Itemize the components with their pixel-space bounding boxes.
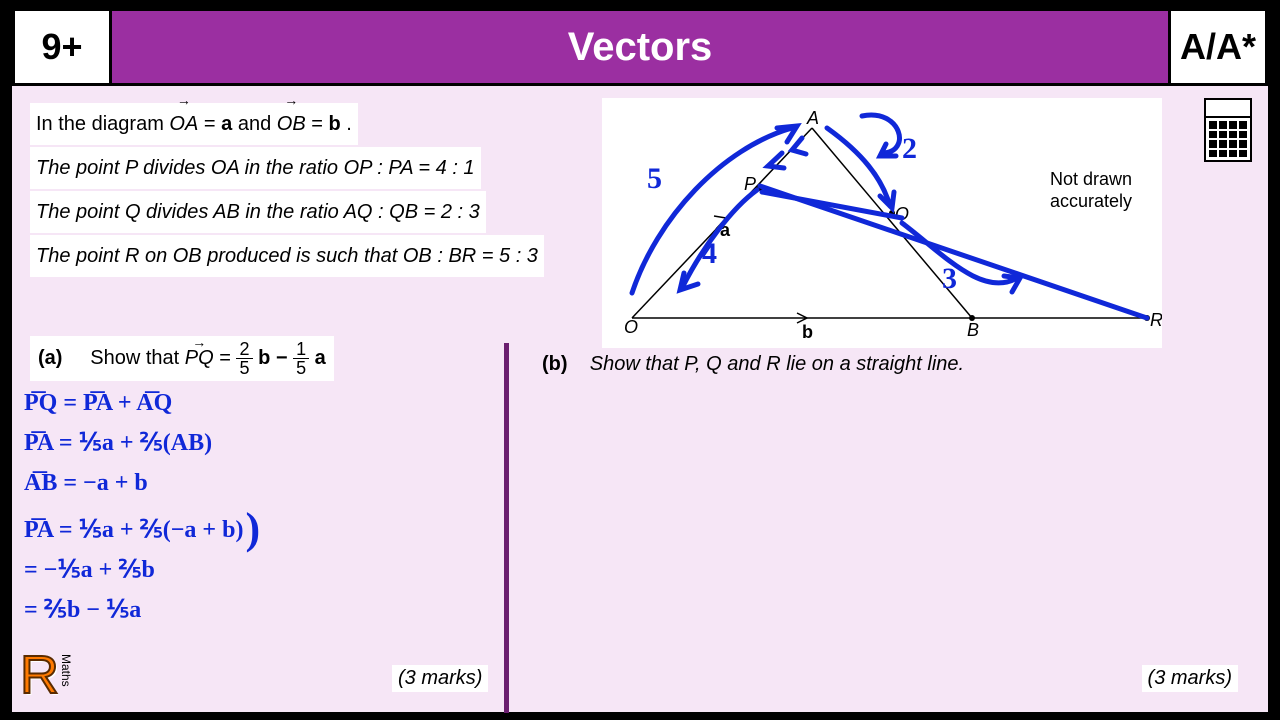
hand-row-5: = −⅕a + ⅖b [24,550,494,590]
problem-line-4: The point R on OB produced is such that … [30,235,544,277]
svg-text:B: B [967,320,979,340]
part-a-label: (a) [38,347,62,369]
hand-row-6: = ⅖b − ⅕a [24,590,494,630]
text: . [346,113,352,135]
part-b-text: Show that P, Q and R lie on a straight l… [590,353,964,375]
problem-line-3: The point Q divides AB in the ratio AQ :… [30,191,486,233]
channel-logo: RMaths [20,644,73,706]
bold-b: b [328,113,340,135]
handwritten-working: P͞Q = P͞A + A͞Q P͞A = ⅕a + ⅖(AB) A͞B = −… [24,383,494,630]
grade-badge-right: A/A* [1168,8,1268,86]
text: = [311,113,328,135]
part-b-label: (b) [542,353,568,375]
hand-row-2: P͞A = ⅕a + ⅖(AB) [24,423,494,463]
question-part-a: (a) Show that →PQ = 25 b − 15 a [30,336,490,381]
grade-badge-left: 9+ [12,8,112,86]
worksheet-frame: 9+ Vectors A/A* In the diagram →OA = a a… [8,4,1272,716]
text: In the diagram [36,113,169,135]
svg-text:4: 4 [702,237,717,270]
page-title: Vectors [112,8,1168,86]
hand-row-4: P͞A = ⅕a + ⅖(−a + b) ) [24,503,494,550]
svg-text:O: O [624,317,638,337]
svg-text:R: R [1150,310,1162,330]
vector-oa: OA [169,113,198,135]
hand-row-3: A͞B = −a + b [24,463,494,503]
problem-statement: In the diagram →OA = a and →OB = b . The… [30,103,590,279]
triangle-diagram: O A B P Q R a b [602,98,1162,348]
marks-a: (3 marks) [392,665,488,692]
text: = [204,113,221,135]
header-bar: 9+ Vectors A/A* [12,8,1268,86]
text: and [238,113,277,135]
svg-text:A: A [806,108,819,128]
vector-ob: OB [277,113,306,135]
problem-line-2: The point P divides OA in the ratio OP :… [30,147,481,189]
vector-pq: PQ [185,347,214,369]
question-part-b: (b) Show that P, Q and R lie on a straig… [542,353,1182,376]
column-divider [504,343,509,713]
svg-text:2: 2 [902,132,917,165]
hand-row-1: P͞Q = P͞A + A͞Q [24,383,494,423]
text: Show that [90,347,185,369]
svg-text:5: 5 [647,162,662,195]
calculator-icon [1204,98,1252,162]
marks-b: (3 marks) [1142,665,1238,692]
svg-text:b: b [802,322,813,342]
bold-a: a [221,113,232,135]
not-drawn-note: Not drawnaccurately [1050,168,1132,212]
svg-text:3: 3 [942,262,957,295]
